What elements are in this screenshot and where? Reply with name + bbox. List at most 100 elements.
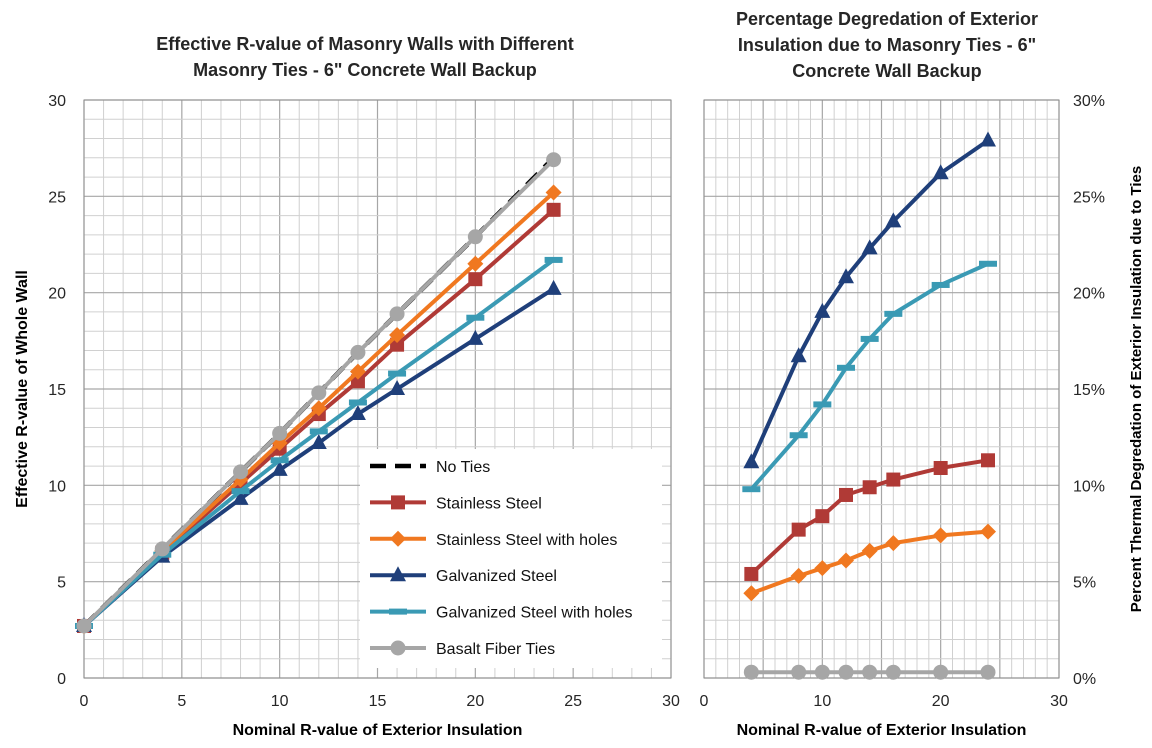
data-point: [467, 255, 484, 272]
series-line: [749, 261, 989, 491]
data-point: [814, 664, 830, 680]
data-point: [232, 489, 249, 505]
legend-label: No Ties: [436, 459, 490, 476]
data-point: [933, 664, 949, 680]
data-point: [931, 281, 950, 288]
x-tick-label: 0: [80, 693, 89, 710]
series-stainless-steel-with-holes: [743, 523, 996, 602]
plot-area: [83, 99, 672, 679]
data-point: [233, 464, 249, 480]
x-tick-label: 10: [813, 693, 831, 710]
data-point: [814, 302, 831, 318]
legend-label: Galvanized Steel: [436, 568, 557, 585]
legend-item: Galvanized Steel: [370, 566, 557, 585]
series-stainless-steel: [744, 453, 995, 581]
data-point: [154, 541, 170, 557]
y-tick-label: 10%: [1073, 478, 1105, 495]
data-point: [861, 239, 878, 255]
legend-label: Stainless Steel: [436, 495, 542, 512]
legend-item: No Ties: [370, 459, 490, 476]
y-tick-label: 30: [48, 93, 66, 110]
y-tick-label: 5%: [1073, 575, 1096, 592]
series-basalt-fiber-ties: [743, 664, 996, 680]
data-point: [546, 202, 561, 217]
legend-label: Stainless Steel with holes: [436, 532, 617, 549]
data-point: [467, 329, 484, 345]
data-point: [545, 184, 562, 201]
data-point: [271, 460, 288, 476]
data-point: [388, 370, 407, 377]
y-tick-label: 15: [48, 382, 66, 399]
data-point: [468, 272, 483, 287]
legend-swatch-marker: [390, 566, 406, 582]
data-point: [76, 618, 92, 634]
series-galvanized-steel: [743, 131, 996, 469]
data-point: [790, 567, 807, 584]
data-point: [349, 363, 366, 380]
plot-area: [703, 99, 1060, 679]
y-axis-label: Effective R-value of Whole Wall: [14, 270, 31, 508]
legend-item: Stainless Steel: [370, 495, 542, 512]
data-point: [885, 212, 902, 228]
y-tick-label: 10: [48, 478, 66, 495]
data-point: [546, 152, 562, 168]
data-point: [390, 337, 405, 352]
data-point: [310, 433, 327, 449]
data-point: [837, 364, 855, 371]
data-point: [813, 401, 832, 408]
data-point: [860, 335, 879, 342]
legend-item: Basalt Fiber Ties: [370, 640, 555, 658]
y-tick-label: 0%: [1073, 671, 1096, 688]
x-tick-label: 5: [177, 693, 186, 710]
chart-title: Insulation due to Masonry Ties - 6": [738, 35, 1036, 55]
data-point: [270, 457, 289, 464]
data-point: [933, 460, 948, 475]
data-point: [231, 488, 250, 495]
data-point: [389, 306, 405, 322]
data-point: [791, 522, 806, 537]
data-point: [838, 552, 854, 569]
y-tick-label: 0: [57, 671, 66, 688]
data-point: [862, 480, 877, 495]
legend-swatch-marker: [390, 530, 406, 547]
legend-swatch-marker: [389, 608, 407, 615]
legend-label: Galvanized Steel with holes: [436, 605, 633, 622]
data-point: [350, 344, 366, 360]
data-point: [885, 535, 902, 552]
chart-title: Masonry Ties - 6" Concrete Wall Backup: [193, 60, 537, 80]
chart-title: Percentage Degredation of Exterior: [736, 9, 1038, 29]
y-tick-label: 20%: [1073, 286, 1105, 303]
data-point: [981, 453, 995, 468]
data-point: [980, 664, 996, 680]
y-axis-label: Percent Thermal Degredation of Exterior …: [1128, 166, 1145, 612]
x-axis-label: Nominal R-value of Exterior Insulation: [737, 722, 1027, 739]
data-point: [862, 664, 878, 680]
data-point: [348, 399, 367, 406]
data-point: [979, 260, 997, 267]
y-tick-label: 25%: [1073, 189, 1105, 206]
data-point: [885, 664, 901, 680]
right-chart-percent-degradation: 0 10 20 30 0% 5% 10% 15% 20% 25% 30% Percentage Deg…: [700, 9, 1145, 739]
data-point: [932, 527, 949, 544]
data-point: [272, 425, 288, 441]
legend: No Ties Stainless Steel Stainless Steel wi…: [360, 449, 662, 668]
chart-title: Concrete Wall Backup: [792, 61, 981, 81]
x-tick-label: 0: [700, 693, 709, 710]
data-point: [742, 486, 761, 493]
x-tick-label: 30: [1050, 693, 1068, 710]
data-point: [791, 664, 807, 680]
data-point: [744, 566, 759, 581]
data-point: [789, 432, 808, 439]
data-point: [466, 314, 485, 321]
data-point: [545, 279, 562, 295]
data-point: [839, 487, 853, 502]
x-axis-label: Nominal R-value of Exterior Insulation: [233, 722, 523, 739]
data-point: [310, 400, 327, 417]
x-tick-label: 20: [466, 693, 484, 710]
data-point: [350, 374, 365, 389]
data-point: [886, 472, 901, 487]
legend-swatch-marker: [390, 640, 406, 656]
y-tick-label: 20: [48, 286, 66, 303]
x-tick-label: 20: [932, 693, 950, 710]
data-point: [884, 310, 903, 317]
